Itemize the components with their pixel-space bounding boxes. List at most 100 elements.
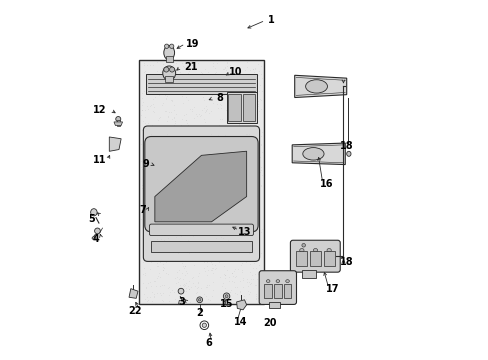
Point xyxy=(160,238,167,243)
Point xyxy=(145,226,153,232)
Point xyxy=(175,161,183,167)
Point xyxy=(232,86,240,92)
Point xyxy=(174,226,182,232)
Point xyxy=(152,148,160,154)
Point xyxy=(156,219,164,224)
Point xyxy=(235,122,243,127)
Polygon shape xyxy=(292,143,345,165)
Point xyxy=(225,294,233,300)
Point xyxy=(183,153,191,159)
Point xyxy=(199,179,206,185)
Point xyxy=(159,138,166,143)
Point xyxy=(253,61,261,67)
Point xyxy=(156,160,164,166)
Point xyxy=(232,111,240,116)
Ellipse shape xyxy=(299,248,304,252)
Point xyxy=(214,105,222,111)
Point xyxy=(207,146,215,152)
Point xyxy=(255,292,263,297)
Point xyxy=(183,150,191,156)
Point xyxy=(195,154,203,160)
Point xyxy=(228,213,236,219)
Point xyxy=(199,196,206,202)
Point xyxy=(249,66,257,72)
Point xyxy=(202,107,210,113)
Point xyxy=(142,85,150,91)
Point xyxy=(150,166,158,171)
Point xyxy=(196,170,204,176)
Point xyxy=(236,293,244,298)
Point xyxy=(211,71,219,76)
Point xyxy=(188,218,196,224)
Point xyxy=(233,227,241,233)
Point xyxy=(142,62,150,68)
Ellipse shape xyxy=(313,248,317,252)
Point xyxy=(226,62,234,67)
Point xyxy=(219,164,226,170)
Point xyxy=(224,237,232,243)
Point xyxy=(202,198,209,204)
Point xyxy=(245,223,253,229)
Point xyxy=(172,165,180,171)
Point xyxy=(172,280,180,285)
Point xyxy=(168,116,176,122)
Point xyxy=(167,136,175,142)
Point xyxy=(160,282,167,288)
Point xyxy=(177,243,185,249)
Point xyxy=(202,215,209,221)
Point xyxy=(145,146,153,152)
Point xyxy=(182,174,190,180)
Point xyxy=(156,290,164,296)
Point xyxy=(193,226,201,231)
Point xyxy=(153,263,161,269)
Point xyxy=(199,94,206,99)
Point xyxy=(241,227,249,233)
Point xyxy=(161,135,169,140)
Point xyxy=(231,291,239,296)
Point xyxy=(142,145,150,150)
Point xyxy=(234,116,242,121)
Point xyxy=(252,171,260,177)
Point xyxy=(208,265,216,271)
Point xyxy=(245,282,253,287)
Point xyxy=(159,160,167,166)
Ellipse shape xyxy=(302,148,324,160)
Point xyxy=(244,250,252,256)
Point xyxy=(169,249,177,255)
Point xyxy=(176,197,183,203)
Point xyxy=(191,283,199,289)
Point xyxy=(163,285,171,291)
Point xyxy=(244,291,252,297)
Point xyxy=(188,132,196,138)
Point xyxy=(236,255,244,261)
Point xyxy=(202,160,209,166)
Point xyxy=(235,163,243,168)
Point xyxy=(200,259,208,265)
Point xyxy=(184,215,192,220)
Point xyxy=(174,267,182,273)
Point xyxy=(250,191,258,197)
Point xyxy=(187,215,195,221)
Point xyxy=(197,144,205,150)
Point xyxy=(158,199,165,205)
Point xyxy=(224,147,232,152)
Point xyxy=(148,298,156,303)
Point xyxy=(168,97,176,103)
Point xyxy=(225,157,233,162)
Point xyxy=(192,113,200,119)
Point xyxy=(215,248,223,254)
Text: 5: 5 xyxy=(88,215,95,224)
Point xyxy=(150,246,158,252)
Point xyxy=(230,85,238,90)
Point xyxy=(204,231,212,237)
Point xyxy=(171,170,179,176)
Point xyxy=(251,102,259,107)
Bar xyxy=(151,241,251,252)
Point xyxy=(190,179,198,185)
Point xyxy=(189,234,197,239)
Point xyxy=(169,59,177,65)
Point xyxy=(180,183,188,189)
Text: 10: 10 xyxy=(228,67,242,77)
Point xyxy=(246,160,254,166)
Ellipse shape xyxy=(147,203,149,206)
